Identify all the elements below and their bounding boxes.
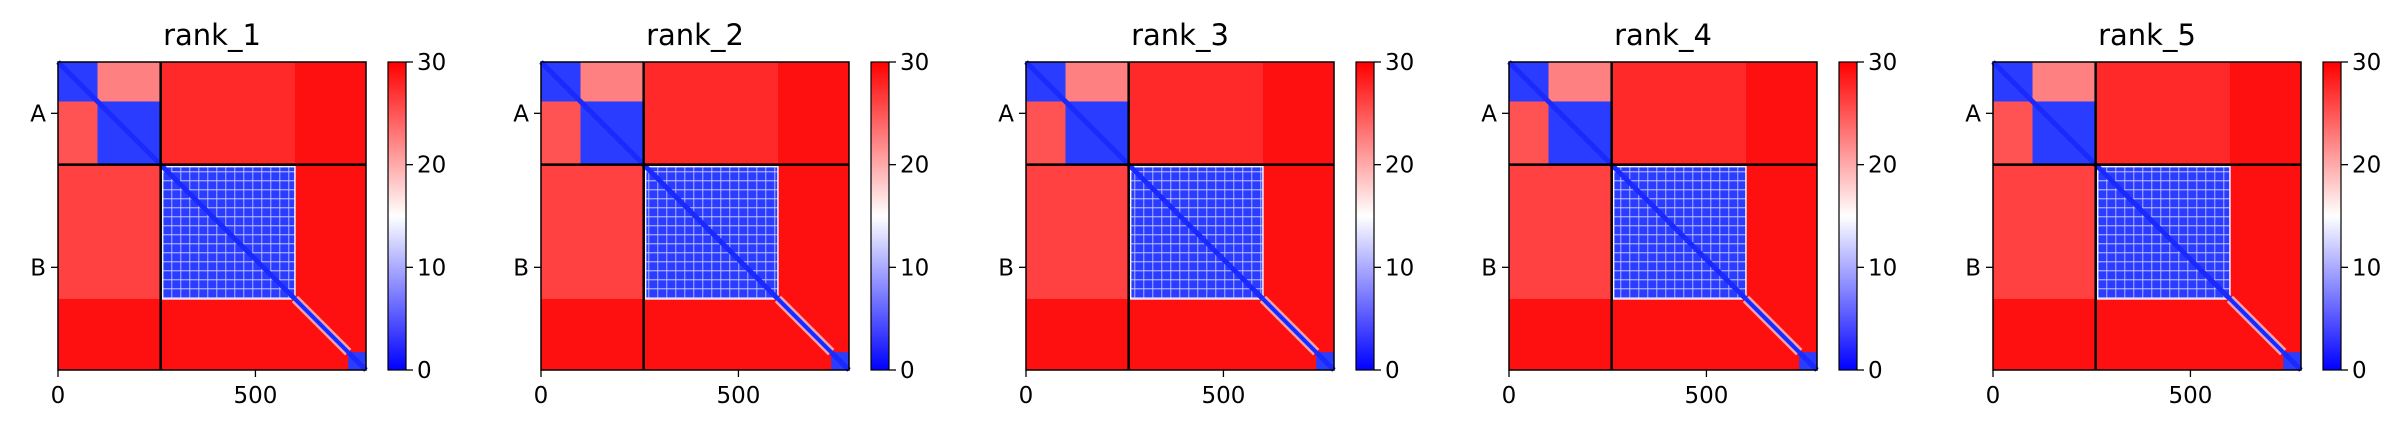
panel-title: rank_5 [2098, 18, 2196, 52]
chainA-offblock [541, 101, 581, 165]
y-tick-label: B [513, 255, 529, 281]
axes-frame [1025, 61, 1335, 371]
colorbar-tick-label: 20 [1868, 153, 1897, 179]
colorbar-tick-label: 0 [1385, 358, 1400, 384]
offdiag-band [1611, 62, 1746, 165]
colorbar-tick-label: 0 [417, 358, 432, 384]
x-tick-label: 0 [51, 383, 66, 409]
chainA-band [97, 62, 161, 102]
panel-4: rank_4 A B 0 500 0 10 20 30 [1481, 18, 1897, 409]
panel-3: rank_3 A B 0 500 0 10 20 30 [998, 18, 1414, 409]
diagonal-linker [2228, 297, 2285, 354]
colorbar-tick-label: 30 [2352, 50, 2381, 76]
colorbar [1838, 61, 1858, 371]
colorbar-tick-label: 20 [1385, 153, 1414, 179]
y-tick-label: B [1481, 255, 1497, 281]
colorbar-tick-label: 0 [2352, 358, 2367, 384]
colorbar-tick-label: 10 [417, 255, 446, 281]
x-tick-label: 0 [1019, 383, 1034, 409]
chainB-block-edge [2096, 165, 2231, 300]
colorbar-tick-label: 0 [1868, 358, 1883, 384]
chainB-block-edge [161, 165, 296, 300]
panel-2: rank_2 A B 0 500 0 10 20 30 [513, 18, 929, 409]
chainB-block-edge [1612, 165, 1747, 300]
offdiag-band [1128, 62, 1263, 165]
chainB-block-edge [644, 165, 779, 300]
chainA-offblock [1509, 101, 1549, 165]
offdiag-band [1993, 164, 2096, 299]
colorbar-tick-label: 30 [1385, 50, 1414, 76]
offdiag-band [541, 164, 644, 299]
x-tick-label: 0 [1502, 383, 1517, 409]
panel-5: rank_5 A B 0 500 0 10 20 30 [1965, 18, 2381, 409]
panel-title: rank_2 [646, 18, 744, 52]
y-tick-label: B [998, 255, 1014, 281]
diagonal-linker [293, 297, 350, 354]
y-tick-label: A [1965, 101, 1981, 127]
panel-title: rank_4 [1614, 18, 1712, 52]
x-tick-label: 500 [716, 383, 760, 409]
colorbar [1355, 61, 1375, 371]
chainA-band [2032, 62, 2096, 102]
chainA-offblock [58, 101, 98, 165]
offdiag-band [1026, 164, 1129, 299]
chainA-offblock [1026, 101, 1066, 165]
y-tick-label: A [513, 101, 529, 127]
axes-frame [540, 61, 850, 371]
colorbar-tick-label: 30 [900, 50, 929, 76]
colorbar [870, 61, 890, 371]
axes-frame [1508, 61, 1818, 371]
offdiag-band [160, 62, 295, 165]
colorbar-tick-label: 10 [900, 255, 929, 281]
offdiag-band [1509, 164, 1612, 299]
y-tick-label: A [30, 101, 46, 127]
colorbar-tick-label: 10 [1385, 255, 1414, 281]
colorbar-tick-label: 10 [1868, 255, 1897, 281]
y-tick-label: A [998, 101, 1014, 127]
colorbar-tick-label: 30 [417, 50, 446, 76]
x-tick-label: 500 [1684, 383, 1728, 409]
offdiag-band [2095, 62, 2230, 165]
x-tick-label: 500 [233, 383, 277, 409]
axes-frame [1992, 61, 2302, 371]
panel-title: rank_1 [163, 18, 261, 52]
y-tick-label: B [1965, 255, 1981, 281]
chainB-block-edge [1129, 165, 1264, 300]
panel-1: rank_1 A B 0 500 0 10 20 30 [30, 18, 446, 409]
offdiag-band [58, 164, 161, 299]
colorbar-tick-label: 0 [900, 358, 915, 384]
colorbar-tick-label: 10 [2352, 255, 2381, 281]
chainA-band [1548, 62, 1612, 102]
chainA-offblock [1993, 101, 2033, 165]
axes-frame [57, 61, 367, 371]
colorbar-tick-label: 20 [2352, 153, 2381, 179]
x-tick-label: 500 [2168, 383, 2212, 409]
y-tick-label: B [30, 255, 46, 281]
panel-title: rank_3 [1131, 18, 1229, 52]
x-tick-label: 0 [1986, 383, 2001, 409]
chainA-band [1065, 62, 1129, 102]
diagonal-linker [1261, 297, 1318, 354]
offdiag-band [643, 62, 778, 165]
x-tick-label: 500 [1201, 383, 1245, 409]
colorbar [387, 61, 407, 371]
colorbar-tick-label: 20 [417, 153, 446, 179]
diagonal-linker [776, 297, 833, 354]
y-tick-label: A [1481, 101, 1497, 127]
colorbar-tick-label: 20 [900, 153, 929, 179]
colorbar-tick-label: 30 [1868, 50, 1897, 76]
chainA-band [580, 62, 644, 102]
colorbar [2322, 61, 2342, 371]
x-tick-label: 0 [534, 383, 549, 409]
diagonal-linker [1744, 297, 1801, 354]
